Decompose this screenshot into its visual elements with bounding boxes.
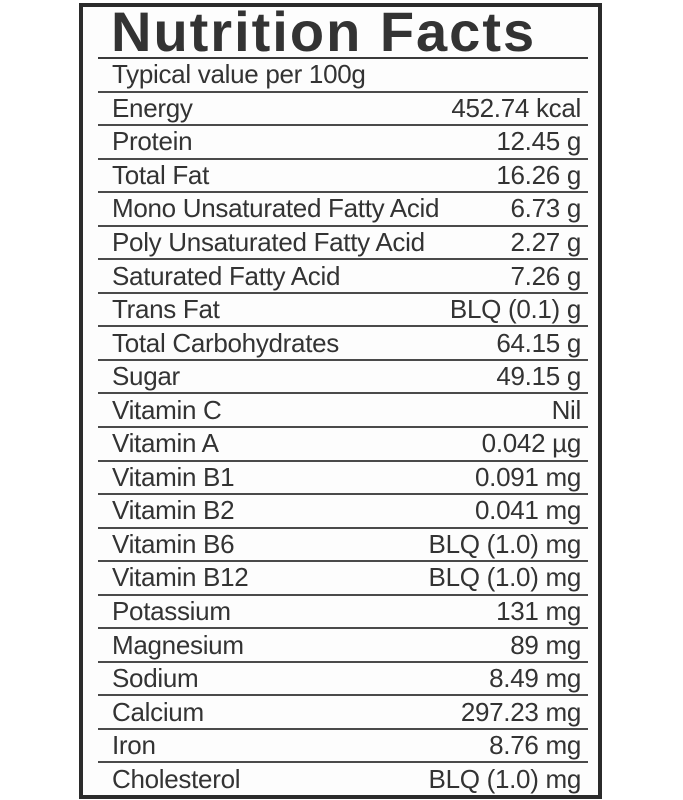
row-trans-fat: Trans Fat BLQ (0.1) g xyxy=(98,294,588,328)
row-protein: Protein 12.45 g xyxy=(98,126,588,160)
nutrient-name: Iron xyxy=(112,730,156,761)
row-vitamin-b6: Vitamin B6 BLQ (1.0) mg xyxy=(98,529,588,563)
nutrient-name: Energy xyxy=(112,92,193,123)
nutrient-name: Vitamin C xyxy=(112,394,222,425)
nutrient-name: Vitamin A xyxy=(112,428,219,459)
row-vitamin-a: Vitamin A 0.042 µg xyxy=(98,428,588,462)
row-total-carbohydrates: Total Carbohydrates 64.15 g xyxy=(98,327,588,361)
row-sugar: Sugar 49.15 g xyxy=(98,361,588,395)
nutrient-name: Potassium xyxy=(112,596,231,627)
nutrient-value: 8.49 mg xyxy=(489,663,581,694)
nutrient-value: 16.26 g xyxy=(496,159,581,190)
nutrient-name: Trans Fat xyxy=(112,294,220,325)
nutrient-value: 8.76 mg xyxy=(489,730,581,761)
nutrient-name: Sodium xyxy=(112,663,199,694)
nutrient-value: BLQ (1.0) mg xyxy=(428,528,582,559)
row-cholesterol: Cholesterol BLQ (1.0) mg xyxy=(98,763,588,795)
nutrient-value: 12.45 g xyxy=(496,126,581,157)
nutrient-name: Mono Unsaturated Fatty Acid xyxy=(112,193,440,224)
row-vitamin-b12: Vitamin B12 BLQ (1.0) mg xyxy=(98,562,588,596)
nutrient-value: 0.041 mg xyxy=(474,495,581,526)
nutrient-name: Total Carbohydrates xyxy=(112,327,339,358)
row-iron: Iron 8.76 mg xyxy=(98,730,588,764)
nutrient-table: Typical value per 100g Energy 452.74 kca… xyxy=(98,59,588,795)
nutrient-value: 297.23 mg xyxy=(460,696,581,727)
nutrient-value: 6.73 g xyxy=(510,193,582,224)
nutrient-value: 2.27 g xyxy=(510,227,582,257)
nutrition-facts-label: Nutrition Facts Typical value per 100g E… xyxy=(79,3,602,799)
nutrient-name: Vitamin B2 xyxy=(112,495,235,526)
row-mono-unsaturated-fatty-acid: Mono Unsaturated Fatty Acid 6.73 g xyxy=(98,193,588,227)
row-poly-unsaturated-fatty-acid: Poly Unsaturated Fatty Acid 2.27 g xyxy=(98,227,588,261)
nutrient-value: BLQ (0.1) g xyxy=(449,294,581,325)
nutrient-name: Magnesium xyxy=(112,629,244,660)
serving-header-row: Typical value per 100g xyxy=(98,59,588,93)
nutrient-name: Total Fat xyxy=(112,159,210,190)
nutrient-value: 89 mg xyxy=(510,629,581,660)
nutrient-value: BLQ (1.0) mg xyxy=(428,562,582,593)
nutrient-value: 7.26 g xyxy=(510,260,582,291)
row-vitamin-c: Vitamin C Nil xyxy=(98,394,588,429)
nutrient-value: 64.15 g xyxy=(496,327,581,358)
row-calcium: Calcium 297.23 mg xyxy=(98,696,588,730)
row-energy: Energy 452.74 kcal xyxy=(98,93,588,127)
nutrient-name: Poly Unsaturated Fatty Acid xyxy=(112,227,425,257)
row-total-fat: Total Fat 16.26 g xyxy=(98,160,588,194)
nutrient-value: 49.15 g xyxy=(496,361,581,392)
label-title: Nutrition Facts xyxy=(98,4,588,60)
nutrient-name: Vitamin B1 xyxy=(112,461,235,492)
nutrient-value: 452.74 kcal xyxy=(451,92,581,123)
nutrient-value: 131 mg xyxy=(496,596,581,627)
row-vitamin-b2: Vitamin B2 0.041 mg xyxy=(98,495,588,529)
nutrient-name: Cholesterol xyxy=(112,763,241,794)
row-potassium: Potassium 131 mg xyxy=(98,596,588,630)
nutrient-value: 0.042 µg xyxy=(481,428,582,459)
nutrient-name: Vitamin B6 xyxy=(112,528,235,559)
nutrient-name: Protein xyxy=(112,126,193,157)
row-saturated-fatty-acid: Saturated Fatty Acid 7.26 g xyxy=(98,260,588,294)
row-magnesium: Magnesium 89 mg xyxy=(98,629,588,663)
nutrient-value: BLQ (1.0) mg xyxy=(428,763,582,794)
nutrient-name: Calcium xyxy=(112,696,204,727)
serving-header-text: Typical value per 100g xyxy=(112,59,366,90)
nutrient-name: Sugar xyxy=(112,361,180,392)
nutrient-name: Saturated Fatty Acid xyxy=(112,260,341,291)
nutrient-value: Nil xyxy=(551,394,582,425)
nutrient-value: 0.091 mg xyxy=(474,461,581,492)
row-vitamin-b1: Vitamin B1 0.091 mg xyxy=(98,462,588,496)
nutrient-name: Vitamin B12 xyxy=(112,562,249,593)
row-sodium: Sodium 8.49 mg xyxy=(98,663,588,697)
